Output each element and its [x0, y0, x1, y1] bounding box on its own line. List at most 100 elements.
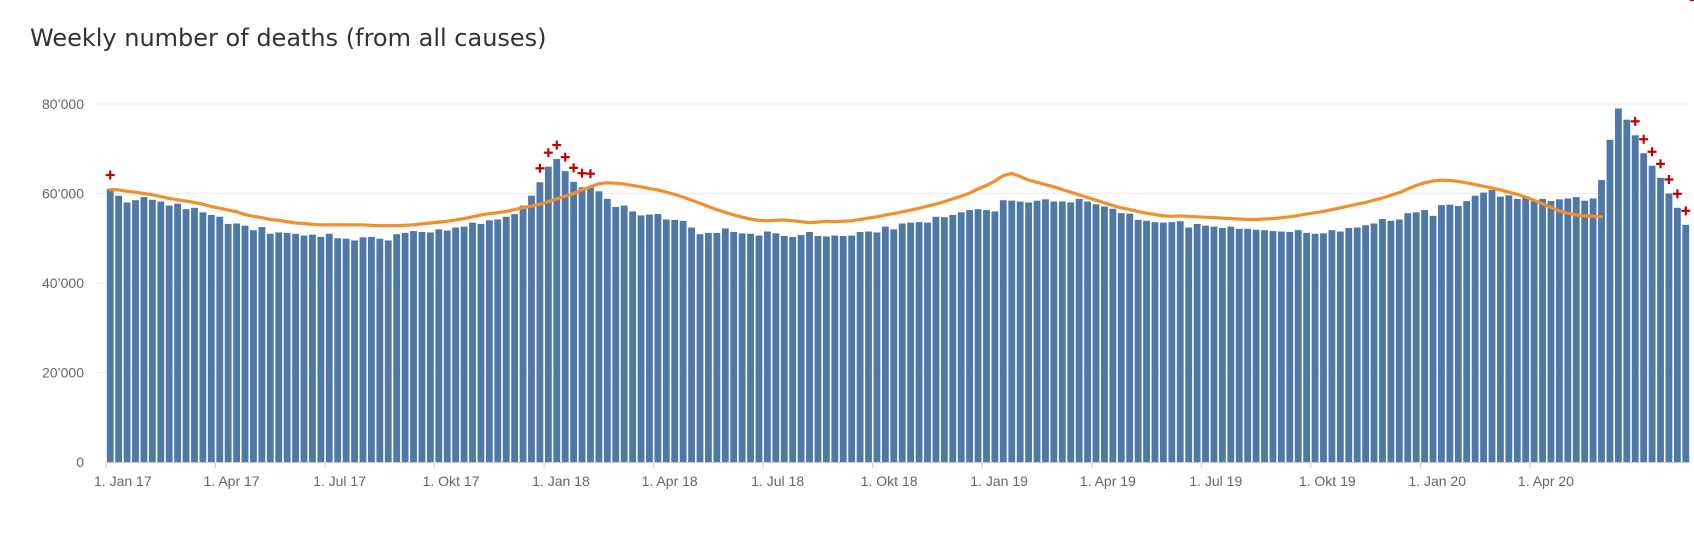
bar-week-10[interactable]: [191, 207, 198, 462]
bar-week-97[interactable]: [924, 222, 931, 462]
bar-week-169[interactable]: [1530, 201, 1538, 463]
bar-week-133[interactable]: [1227, 226, 1235, 462]
bar-week-70[interactable]: [696, 234, 704, 462]
bar-week-157[interactable]: [1429, 215, 1437, 462]
bar-week-18[interactable]: [258, 227, 266, 462]
bar-week-53[interactable]: [553, 159, 561, 463]
bar-week-163[interactable]: [1480, 192, 1487, 463]
bar-week-73[interactable]: [721, 228, 729, 462]
bar-week-101[interactable]: [957, 212, 965, 462]
bar-week-141[interactable]: [1294, 230, 1302, 462]
bar-week-113[interactable]: [1058, 201, 1066, 462]
bar-week-58[interactable]: [595, 191, 603, 462]
bar-week-44[interactable]: [477, 223, 485, 462]
bar-week-21[interactable]: [283, 232, 291, 462]
bar-week-152[interactable]: [1387, 220, 1395, 462]
bar-week-153[interactable]: [1395, 219, 1403, 462]
bar-week-66[interactable]: [662, 219, 670, 462]
bar-week-91[interactable]: [873, 232, 881, 462]
bar-week-138[interactable]: [1269, 231, 1277, 462]
bar-week-143[interactable]: [1311, 233, 1319, 462]
bar-week-79[interactable]: [772, 233, 780, 462]
bar-week-170[interactable]: [1539, 198, 1546, 462]
bar-week-63[interactable]: [637, 215, 645, 462]
bar-week-84[interactable]: [814, 236, 822, 462]
bar-week-158[interactable]: [1438, 205, 1445, 462]
bar-week-71[interactable]: [705, 232, 712, 462]
bar-week-120[interactable]: [1117, 213, 1125, 462]
bar-week-51[interactable]: [536, 182, 544, 462]
bar-week-146[interactable]: [1336, 231, 1344, 462]
bar-week-12[interactable]: [207, 214, 215, 462]
bar-week-92[interactable]: [881, 226, 889, 462]
bar-week-162[interactable]: [1471, 195, 1479, 463]
bar-week-94[interactable]: [898, 223, 906, 462]
bar-week-123[interactable]: [1143, 220, 1150, 462]
bar-week-54[interactable]: [561, 171, 569, 462]
bar-week-81[interactable]: [789, 236, 797, 462]
bar-week-95[interactable]: [907, 222, 915, 462]
bar-week-93[interactable]: [890, 229, 898, 462]
bar-week-104[interactable]: [983, 210, 990, 462]
bar-week-16[interactable]: [241, 225, 249, 462]
bar-week-98[interactable]: [932, 216, 940, 462]
bar-week-181[interactable]: [1631, 135, 1639, 462]
bar-week-30[interactable]: [359, 237, 367, 462]
bar-week-106[interactable]: [999, 200, 1007, 462]
bar-week-62[interactable]: [629, 211, 637, 462]
bar-week-159[interactable]: [1446, 204, 1454, 462]
bar-week-3[interactable]: [132, 200, 139, 462]
bar-week-107[interactable]: [1008, 200, 1016, 462]
bar-week-132[interactable]: [1218, 227, 1226, 462]
bar-week-105[interactable]: [991, 211, 999, 462]
bar-week-8[interactable]: [174, 203, 182, 463]
bar-week-43[interactable]: [469, 222, 476, 462]
bar-week-67[interactable]: [671, 219, 679, 462]
bar-week-126[interactable]: [1168, 222, 1176, 462]
bar-week-148[interactable]: [1353, 227, 1361, 462]
bar-week-177[interactable]: [1598, 180, 1605, 462]
bar-week-33[interactable]: [384, 240, 392, 462]
bar-week-77[interactable]: [755, 235, 763, 462]
bar-week-88[interactable]: [848, 235, 856, 462]
bar-week-19[interactable]: [266, 233, 274, 462]
bar-week-164[interactable]: [1488, 189, 1496, 463]
bar-week-65[interactable]: [654, 214, 662, 462]
bar-week-116[interactable]: [1084, 201, 1091, 462]
bar-week-36[interactable]: [410, 231, 417, 462]
bar-week-17[interactable]: [250, 230, 257, 462]
bar-week-7[interactable]: [165, 205, 173, 462]
bar-week-166[interactable]: [1505, 195, 1513, 463]
bar-week-86[interactable]: [831, 235, 839, 462]
bar-week-13[interactable]: [216, 216, 224, 462]
bar-week-128[interactable]: [1185, 227, 1193, 462]
bar-week-9[interactable]: [182, 209, 190, 462]
bar-week-171[interactable]: [1547, 201, 1555, 463]
bar-week-24[interactable]: [309, 234, 316, 462]
bar-week-48[interactable]: [511, 214, 519, 462]
bar-week-27[interactable]: [334, 238, 342, 462]
bar-week-61[interactable]: [620, 205, 628, 462]
bar-week-99[interactable]: [940, 217, 948, 462]
bar-week-109[interactable]: [1025, 202, 1033, 462]
bar-week-1[interactable]: [115, 195, 123, 463]
bar-week-179[interactable]: [1614, 108, 1622, 462]
bar-week-25[interactable]: [317, 236, 325, 462]
bar-week-45[interactable]: [485, 220, 493, 462]
bar-week-31[interactable]: [367, 236, 375, 462]
bar-week-83[interactable]: [806, 231, 813, 462]
bar-week-135[interactable]: [1244, 228, 1252, 462]
bar-week-23[interactable]: [300, 235, 308, 462]
bar-week-137[interactable]: [1261, 230, 1268, 462]
bar-week-139[interactable]: [1277, 231, 1285, 462]
bar-week-59[interactable]: [603, 198, 611, 462]
bar-week-41[interactable]: [452, 227, 460, 462]
bar-week-20[interactable]: [275, 232, 283, 462]
bar-week-140[interactable]: [1286, 231, 1294, 462]
bar-week-32[interactable]: [376, 238, 384, 462]
bar-week-2[interactable]: [123, 202, 131, 462]
bar-week-154[interactable]: [1404, 213, 1412, 462]
bar-week-11[interactable]: [199, 212, 207, 462]
bar-week-112[interactable]: [1050, 201, 1058, 462]
bar-week-37[interactable]: [418, 231, 426, 462]
